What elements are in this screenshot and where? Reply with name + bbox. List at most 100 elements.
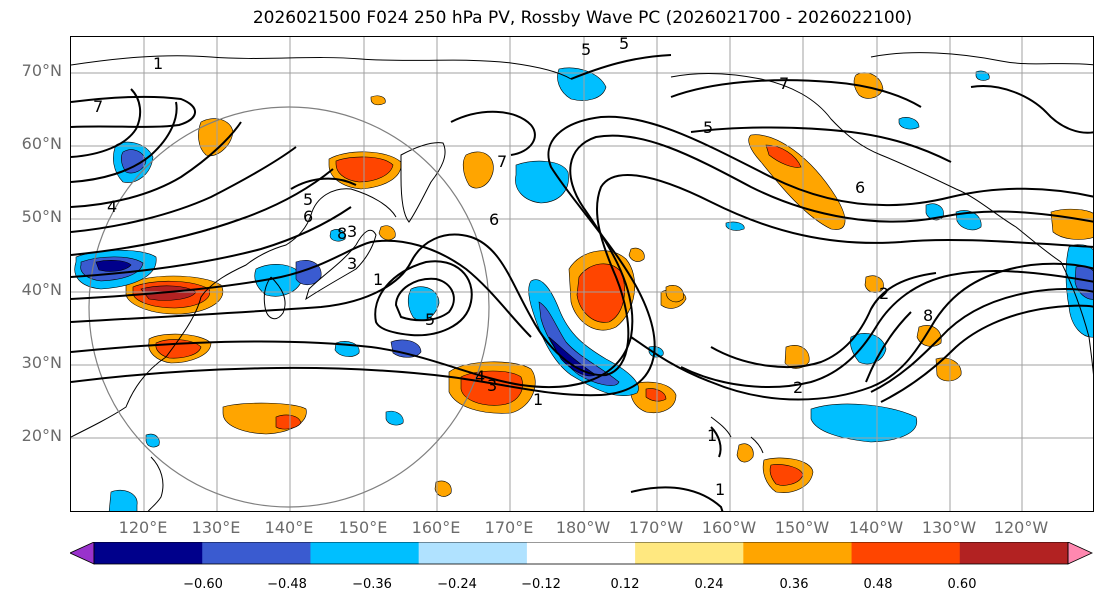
lon-label-130e: 130°E xyxy=(191,518,241,537)
contour-label: 6 xyxy=(489,210,499,229)
anomaly-fill xyxy=(898,117,920,130)
contour-label: 1 xyxy=(373,270,383,289)
contour-label: 7 xyxy=(93,97,103,116)
pv-contour xyxy=(71,95,196,128)
anomaly-fill xyxy=(736,443,754,463)
contour-label: 8 xyxy=(337,224,347,243)
anomaly-fill xyxy=(460,370,523,406)
anomaly-fill xyxy=(765,144,802,168)
lat-label-50n: 50°N xyxy=(21,207,62,226)
contour-label: 2 xyxy=(879,284,889,303)
contour-label: 5 xyxy=(619,37,629,53)
coastline-arctic xyxy=(870,52,1093,66)
anomaly-fill xyxy=(275,414,302,430)
contour-label: 1 xyxy=(715,480,725,499)
lat-label-40n: 40°N xyxy=(21,280,62,299)
pv-contour xyxy=(710,272,937,368)
lon-label-170e: 170°E xyxy=(484,518,534,537)
contour-label: 7 xyxy=(779,74,789,93)
pv-contour xyxy=(865,311,912,383)
pv-contour xyxy=(690,126,952,163)
colorbar-tick-label: 0.36 xyxy=(779,577,809,592)
anomaly-fill xyxy=(145,433,160,448)
graticule xyxy=(71,37,1093,511)
lon-label-170w: 170°W xyxy=(628,518,684,537)
lon-label-150e: 150°E xyxy=(338,518,388,537)
contour-label: 2 xyxy=(793,378,803,397)
colorbar-segment xyxy=(959,542,1069,564)
anomaly-fill xyxy=(628,247,645,262)
pv-contour xyxy=(71,206,352,278)
coastline-korea xyxy=(263,276,286,320)
anomaly-fill xyxy=(645,388,667,402)
anomaly-fill xyxy=(515,160,569,204)
colorbar xyxy=(70,542,1093,565)
lon-label-160w: 160°W xyxy=(701,518,757,537)
colorbar-tick-label: 0.48 xyxy=(863,577,893,592)
pv-contour xyxy=(710,426,722,458)
pv-contour xyxy=(71,146,297,233)
colorbar-segment xyxy=(635,542,744,564)
colorbar-segments xyxy=(70,542,1093,565)
anomaly-fill xyxy=(725,221,745,231)
anomaly-fill xyxy=(462,151,494,189)
colorbar-tick-label: 0.24 xyxy=(694,577,724,592)
pv-contour xyxy=(870,287,1093,393)
coastline-japan xyxy=(305,229,377,301)
lat-label-20n: 20°N xyxy=(21,426,62,445)
anomaly-fill xyxy=(528,279,639,397)
colorbar-tick-label: −0.12 xyxy=(521,577,561,592)
pv-contour xyxy=(374,260,473,337)
contour-label: 4 xyxy=(475,367,485,386)
anomaly-fill xyxy=(769,464,804,486)
contour-labels: 1 7 4 3 5 6 8 3 7 5 6 1 5 4 3 1 5 2 1 1 … xyxy=(93,37,933,499)
colorbar-extend-low xyxy=(70,542,95,565)
pv-contour xyxy=(970,85,1093,134)
coastline-asia xyxy=(71,188,397,438)
colorbar-tick-label: −0.36 xyxy=(352,577,392,592)
contour-label: 5 xyxy=(581,40,591,59)
anomaly-fill xyxy=(864,275,884,293)
colorbar-tick-label: 0.60 xyxy=(947,577,977,592)
pv-contour xyxy=(680,270,1093,388)
coastline-siberia xyxy=(71,55,572,80)
pv-contour xyxy=(71,88,142,158)
contour-label: 5 xyxy=(703,118,713,137)
coastline-hawaii xyxy=(710,416,764,454)
lon-label-160e: 160°E xyxy=(411,518,461,537)
figure-title: 2026021500 F024 250 hPa PV, Rossby Wave … xyxy=(252,8,913,28)
pv-contour xyxy=(71,101,178,183)
negative-anomaly-fills xyxy=(74,67,1093,511)
pv-contour xyxy=(71,121,242,208)
anomaly-fill xyxy=(390,339,422,358)
pv-contour xyxy=(450,110,536,156)
anomaly-fill xyxy=(975,70,990,81)
colorbar-extend-high xyxy=(1067,542,1093,565)
contour-label: 3 xyxy=(347,222,357,241)
anomaly-fill xyxy=(648,346,664,358)
colorbar-segment xyxy=(202,542,311,564)
anomaly-fill xyxy=(748,134,846,230)
lon-label-180w: 180°W xyxy=(555,518,611,537)
coastline-alaska xyxy=(670,72,1062,263)
anomaly-fill xyxy=(955,210,982,231)
colorbar-segment xyxy=(851,542,961,564)
contour-label: 6 xyxy=(855,178,865,197)
contour-label: 8 xyxy=(923,306,933,325)
anomaly-fill xyxy=(935,357,962,382)
contour-label: 3 xyxy=(347,254,357,273)
contour-label: 4 xyxy=(107,197,117,216)
pv-contour xyxy=(71,174,1093,377)
lon-label-130w: 130°W xyxy=(921,518,977,537)
anomaly-fill xyxy=(121,149,147,174)
colorbar-segment xyxy=(526,542,636,564)
lon-label-120w: 120°W xyxy=(993,518,1049,537)
anomaly-fill xyxy=(1050,208,1093,240)
pv-contour xyxy=(71,168,334,256)
anomaly-fill xyxy=(810,403,918,443)
colorbar-segment xyxy=(310,542,420,564)
contour-label: 5 xyxy=(303,190,313,209)
colorbar-segment xyxy=(94,542,203,564)
map-panel: 1 7 4 3 5 6 8 3 7 5 6 1 5 4 3 1 5 2 1 1 … xyxy=(70,36,1094,512)
anomaly-fill xyxy=(370,95,386,106)
